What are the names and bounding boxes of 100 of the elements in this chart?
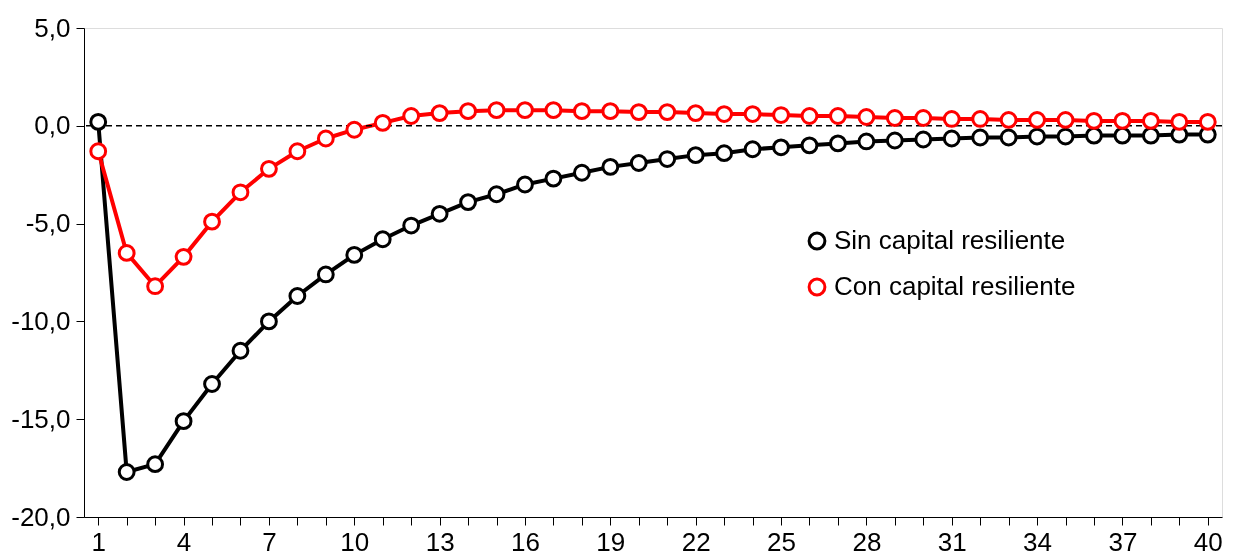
point bbox=[1028, 111, 1046, 129]
point bbox=[146, 455, 165, 474]
x-tick-label: 37 bbox=[1108, 526, 1138, 557]
point bbox=[402, 107, 421, 125]
point bbox=[316, 129, 335, 148]
point bbox=[345, 120, 364, 139]
y-tick-label: -5,0 bbox=[25, 208, 71, 239]
point bbox=[885, 109, 904, 127]
point bbox=[174, 247, 193, 266]
point bbox=[117, 244, 136, 262]
y-tick-label: -10,0 bbox=[11, 305, 71, 336]
point bbox=[999, 128, 1018, 147]
point bbox=[800, 136, 819, 155]
legend-label: Con capital resiliente bbox=[834, 271, 1076, 301]
point bbox=[914, 109, 933, 127]
x-tick-label: 1 bbox=[91, 526, 106, 557]
point bbox=[516, 101, 534, 120]
point bbox=[1085, 126, 1103, 145]
point bbox=[89, 112, 108, 131]
point bbox=[572, 102, 591, 121]
x-tick-label: 31 bbox=[937, 526, 967, 557]
point bbox=[999, 111, 1018, 129]
point bbox=[544, 101, 563, 120]
point bbox=[373, 230, 392, 249]
point bbox=[345, 245, 364, 264]
point bbox=[686, 146, 705, 165]
point bbox=[316, 265, 335, 284]
point bbox=[601, 157, 620, 176]
point bbox=[1113, 126, 1132, 145]
point bbox=[658, 103, 677, 122]
point bbox=[1056, 111, 1075, 129]
point bbox=[829, 134, 847, 153]
point bbox=[715, 105, 734, 123]
point bbox=[1141, 112, 1160, 130]
x-tick-label: 7 bbox=[262, 526, 277, 557]
point bbox=[800, 107, 819, 125]
point bbox=[942, 110, 961, 128]
point bbox=[715, 144, 734, 163]
x-tick-label: 19 bbox=[596, 526, 626, 557]
point bbox=[1113, 112, 1132, 130]
point bbox=[260, 312, 278, 331]
point bbox=[487, 185, 506, 204]
point bbox=[1170, 112, 1189, 131]
point bbox=[231, 341, 250, 360]
point bbox=[1141, 126, 1160, 145]
x-tick-label: 16 bbox=[511, 526, 540, 557]
point bbox=[829, 107, 847, 125]
x-tick-label: 28 bbox=[852, 526, 882, 557]
y-tick-label: 0,0 bbox=[34, 110, 71, 141]
point bbox=[1085, 112, 1103, 130]
point bbox=[203, 212, 221, 231]
point bbox=[117, 463, 136, 481]
y-tick-label: -20,0 bbox=[11, 501, 71, 532]
point bbox=[544, 169, 563, 188]
point bbox=[231, 183, 250, 202]
point bbox=[516, 175, 534, 194]
point bbox=[772, 138, 790, 157]
point bbox=[857, 108, 876, 126]
point bbox=[971, 128, 990, 147]
point bbox=[487, 101, 506, 120]
point bbox=[288, 142, 307, 161]
x-tick-label: 4 bbox=[176, 526, 192, 557]
point bbox=[89, 142, 108, 161]
point bbox=[971, 110, 990, 128]
x-tick-label: 22 bbox=[681, 526, 711, 557]
point bbox=[743, 140, 762, 159]
point bbox=[1056, 127, 1075, 146]
point bbox=[942, 129, 961, 148]
x-tick-label: 34 bbox=[1023, 526, 1053, 557]
point bbox=[857, 132, 876, 151]
x-tick-label: 13 bbox=[425, 526, 455, 557]
point bbox=[459, 193, 477, 211]
x-tick-label: 10 bbox=[340, 526, 370, 557]
point bbox=[430, 104, 449, 122]
point bbox=[430, 204, 449, 223]
point bbox=[629, 103, 648, 122]
point bbox=[629, 154, 648, 172]
point bbox=[402, 216, 421, 235]
point bbox=[146, 277, 165, 296]
point bbox=[914, 130, 933, 149]
point bbox=[572, 163, 591, 182]
x-tick-label: 40 bbox=[1193, 526, 1223, 557]
point bbox=[459, 102, 477, 121]
point bbox=[1028, 127, 1046, 146]
legend-label: Sin capital resiliente bbox=[834, 225, 1066, 255]
point bbox=[260, 159, 278, 178]
point bbox=[1198, 112, 1217, 131]
point bbox=[772, 106, 790, 124]
point bbox=[686, 104, 705, 122]
point bbox=[743, 105, 762, 123]
point bbox=[203, 375, 221, 393]
point bbox=[658, 150, 677, 168]
y-tick-label: 5,0 bbox=[34, 12, 71, 43]
point bbox=[174, 412, 193, 431]
point bbox=[373, 113, 392, 132]
point bbox=[601, 102, 620, 121]
point bbox=[288, 287, 307, 305]
y-tick-label: -15,0 bbox=[11, 403, 71, 434]
point bbox=[885, 131, 904, 150]
x-tick-label: 25 bbox=[767, 526, 796, 557]
